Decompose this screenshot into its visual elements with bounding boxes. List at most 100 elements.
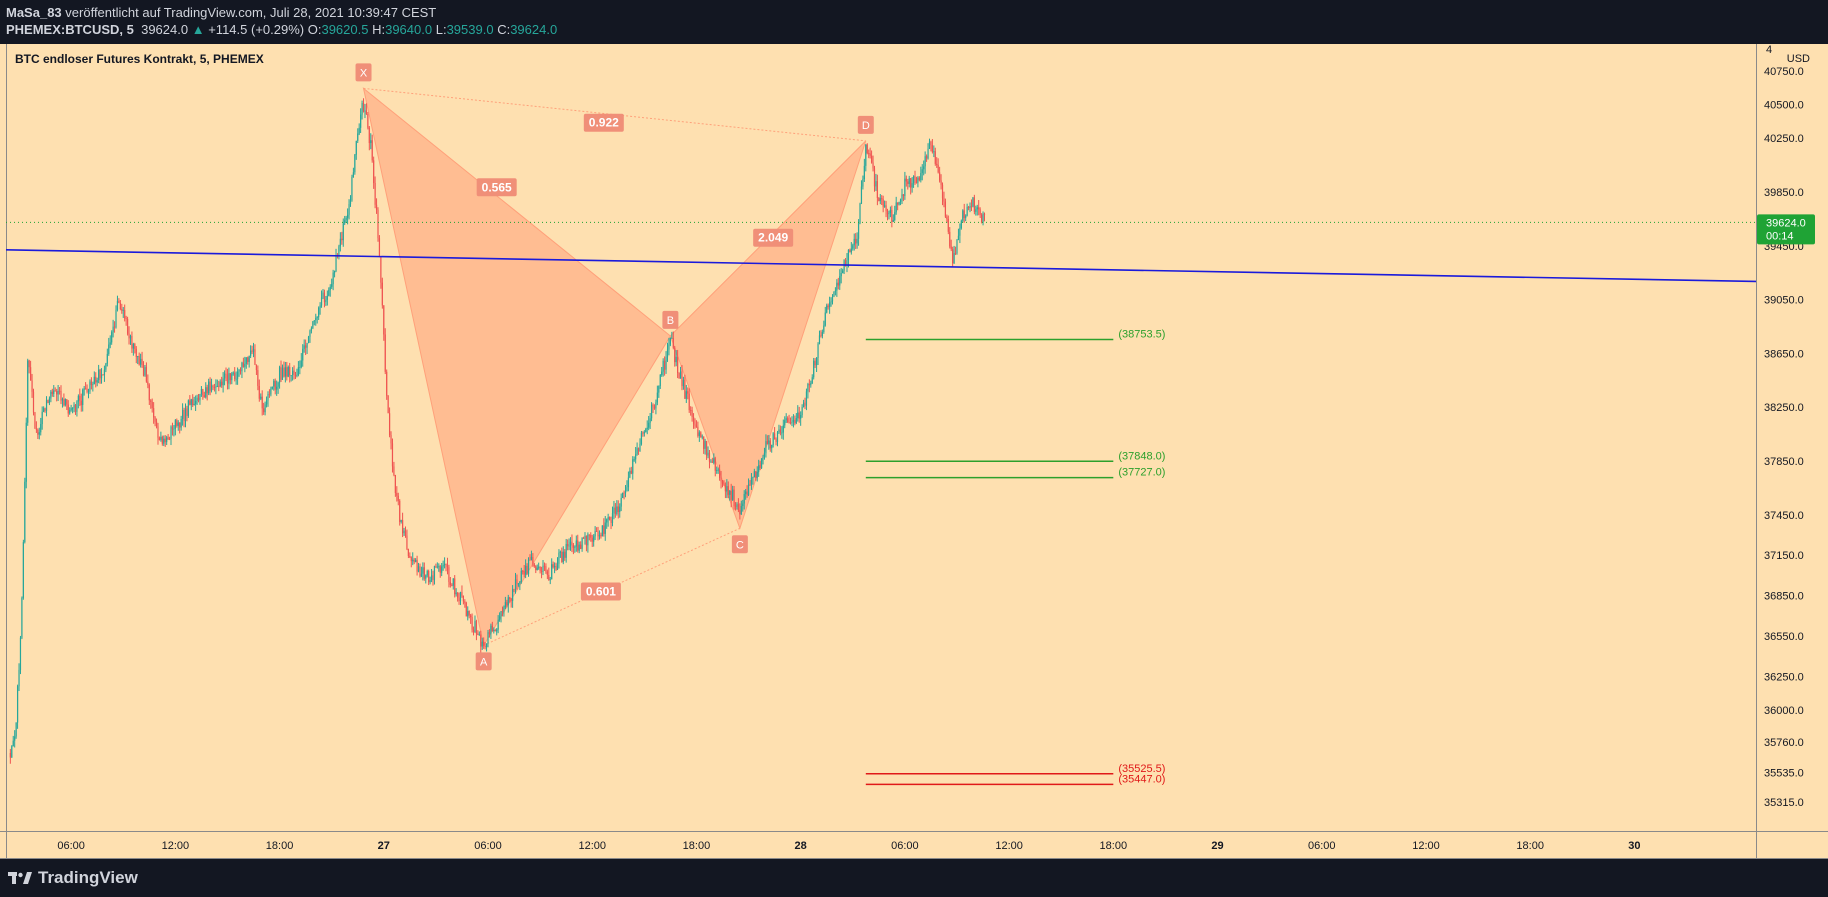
candle-body [409, 555, 411, 558]
candle-body [901, 194, 903, 200]
candle-body [758, 465, 760, 472]
candle-body [527, 559, 530, 574]
brand-name: TradingView [38, 868, 138, 887]
close-label: C: [497, 22, 511, 37]
candle-body [318, 307, 320, 318]
candle-body [56, 391, 58, 395]
candle-body [836, 282, 838, 291]
time-tick-label: 12:00 [162, 840, 190, 852]
candle-body [140, 358, 142, 365]
harmonic-pattern[interactable] [362, 87, 867, 647]
candle-body [28, 360, 30, 368]
candle-body [223, 373, 226, 379]
price-tick-label: 35535.0 [1764, 767, 1804, 779]
candle-body [60, 391, 62, 401]
candle-body [813, 360, 815, 378]
candle-body [345, 217, 347, 221]
candle-body [905, 178, 907, 182]
point-label: D [862, 120, 870, 132]
candle-body [347, 214, 349, 218]
candle-body [876, 181, 878, 199]
candle-body [684, 379, 686, 399]
candle-body [209, 381, 211, 391]
candle-body [597, 531, 599, 537]
candle-body [181, 409, 184, 420]
candle-body [83, 388, 85, 390]
tradingview-brand[interactable]: TradingView [8, 868, 138, 888]
candle-body [189, 400, 191, 405]
candle-body [99, 369, 101, 379]
author-name[interactable]: MaSa_83 [6, 5, 62, 20]
symbol-label[interactable]: PHEMEX:BTCUSD, 5 [6, 22, 134, 37]
candle-body [341, 238, 343, 241]
candle-body [881, 198, 883, 200]
candle-body [391, 443, 394, 467]
candle-body [474, 621, 476, 633]
candle-body [451, 584, 453, 586]
candle-body [483, 641, 485, 646]
candle-body [970, 206, 973, 207]
candle-body [157, 426, 159, 438]
candle-body [351, 176, 353, 201]
candle-body [478, 634, 480, 636]
candle-body [239, 370, 242, 372]
candle-body [430, 575, 433, 581]
chart-area[interactable]: BTC endloser Futures Kontrakt, 5, PHEMEX… [0, 44, 1828, 859]
candle-body [872, 162, 874, 169]
candle-body [533, 564, 535, 567]
candle-body [817, 343, 819, 358]
candle-body [498, 616, 501, 620]
candle-body [611, 513, 614, 524]
candle-body [22, 542, 24, 598]
candle-body [41, 411, 43, 425]
price-tick-label: 37450.0 [1764, 510, 1804, 522]
candle-body [759, 465, 761, 468]
candle-body [216, 386, 218, 387]
candle-body [556, 563, 559, 570]
time-axis[interactable]: 06:00 12:00 18:00 27 06:00 12:00 18:00 28 06:00 1… [57, 840, 1640, 852]
candle-body [655, 402, 657, 409]
candle-body [271, 386, 273, 389]
trendline-layer[interactable] [5, 221, 1757, 283]
candle-body [561, 551, 563, 562]
candle-body [242, 362, 244, 367]
candle-body [616, 506, 618, 514]
candle-body [402, 519, 404, 534]
candle-body [622, 492, 624, 498]
candle-body [16, 686, 19, 723]
candle-body [904, 178, 906, 197]
candle-body [484, 645, 486, 648]
candle-body [666, 349, 669, 358]
candle-body [580, 544, 582, 549]
candle-body [158, 437, 161, 440]
candle-body [496, 629, 498, 632]
candle-body [208, 381, 210, 394]
candle-body [708, 452, 711, 462]
target-levels[interactable]: (38753.5) (37848.0) (37727.0) (35525.5)(354… [865, 328, 1166, 785]
candle-body [587, 534, 589, 546]
candle-body [679, 371, 682, 379]
candle-body [626, 487, 628, 492]
candle-body [320, 297, 323, 306]
candle-body [396, 492, 398, 496]
candle-body [472, 629, 475, 633]
price-chart[interactable]: BTC endloser Futures Kontrakt, 5, PHEMEX… [0, 44, 1828, 859]
candle-body [231, 373, 233, 381]
candle-body [228, 373, 230, 384]
candle-body [221, 381, 223, 386]
candle-body [582, 538, 585, 539]
candle-body [804, 402, 806, 406]
candle-body [568, 545, 570, 547]
change-value: +114.5 (+0.29%) [208, 22, 305, 37]
ratio-label-bg [580, 582, 621, 601]
candle-body [37, 429, 39, 435]
candle-body [100, 374, 103, 379]
candle-body [25, 422, 27, 482]
candle-body [585, 535, 588, 546]
candle-body [736, 504, 738, 507]
price-axis[interactable]: 40750.040500.040250.039850.039450.039050… [1764, 66, 1804, 809]
candle-body [745, 491, 747, 495]
candle-body [588, 534, 590, 536]
candle-body [746, 491, 748, 496]
candle-body [956, 239, 958, 254]
